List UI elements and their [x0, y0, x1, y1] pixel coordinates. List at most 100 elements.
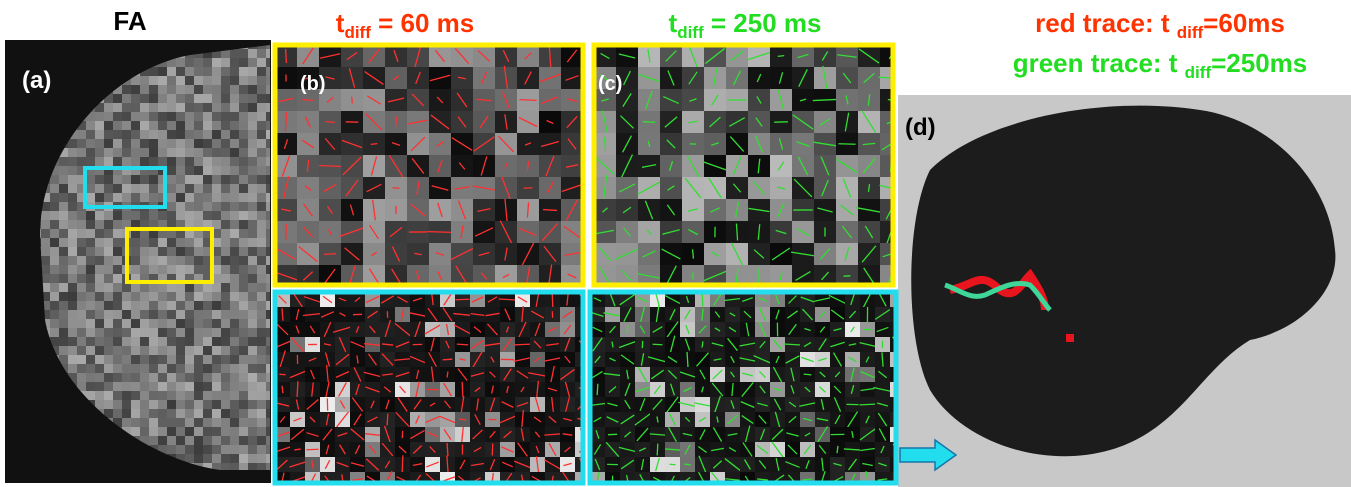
pixel — [185, 202, 195, 212]
pixel — [50, 328, 60, 338]
pixel — [203, 364, 213, 374]
pixel — [149, 130, 159, 140]
pixel — [194, 256, 204, 266]
pixel — [149, 391, 159, 401]
pixel — [176, 265, 186, 275]
pixel — [131, 193, 141, 203]
pixel — [95, 274, 105, 284]
pixel — [140, 256, 150, 266]
pixel — [185, 184, 195, 194]
vector — [838, 144, 855, 145]
pixel — [212, 319, 222, 329]
pixel — [212, 157, 222, 167]
pixel — [113, 157, 123, 167]
pixel — [185, 85, 195, 95]
pixel — [239, 148, 249, 158]
pixel — [221, 139, 231, 149]
vector — [297, 381, 298, 398]
pixel — [212, 67, 222, 77]
pixel — [221, 445, 231, 455]
pixel — [239, 373, 249, 383]
pixel — [113, 193, 123, 203]
pixel — [257, 130, 267, 140]
pixel — [239, 256, 249, 266]
pixel — [77, 274, 87, 284]
pixel — [176, 157, 186, 167]
pixel — [230, 49, 240, 59]
vector — [324, 254, 336, 255]
pixel — [59, 256, 69, 266]
pixel — [203, 76, 213, 86]
pixel — [194, 283, 204, 293]
pixel — [104, 103, 114, 113]
pixel — [221, 130, 231, 140]
pixel — [131, 112, 141, 122]
pixel — [212, 283, 222, 293]
vector — [597, 384, 598, 395]
figure: FA tdiff = 60 ms tdiff = 250 ms red trac… — [0, 0, 1351, 487]
pixel — [50, 256, 60, 266]
pixel — [122, 355, 132, 365]
pixel — [176, 238, 186, 248]
pixel — [167, 409, 177, 419]
pixel — [104, 310, 114, 320]
pixel — [158, 418, 168, 428]
pixel — [86, 382, 96, 392]
pixel — [248, 85, 258, 95]
pixel — [176, 292, 186, 302]
pixel — [149, 436, 159, 446]
pixel — [86, 319, 96, 329]
pixel — [113, 238, 123, 248]
pixel — [185, 265, 195, 275]
pixel — [239, 310, 249, 320]
pixel — [257, 301, 267, 311]
pixel — [167, 121, 177, 131]
pixel — [158, 76, 168, 86]
pixel — [113, 283, 123, 293]
pixel — [230, 94, 240, 104]
pixel — [248, 400, 258, 410]
pixel — [257, 283, 267, 293]
pixel — [248, 265, 258, 275]
pixel — [113, 337, 123, 347]
pixel — [68, 364, 78, 374]
pixel — [239, 202, 249, 212]
pixel — [104, 355, 114, 365]
pixel — [131, 121, 141, 131]
pixel — [257, 211, 267, 221]
pixel — [86, 337, 96, 347]
pixel — [221, 220, 231, 230]
pixel — [158, 139, 168, 149]
pixel — [248, 148, 258, 158]
pixel — [149, 319, 159, 329]
pixel — [230, 427, 240, 437]
pixel — [248, 76, 258, 86]
pixel — [212, 409, 222, 419]
pixel — [140, 409, 150, 419]
pixel — [194, 391, 204, 401]
pixel — [68, 238, 78, 248]
pixel — [230, 220, 240, 230]
pixel — [176, 76, 186, 86]
pixel — [113, 328, 123, 338]
pixel — [86, 184, 96, 194]
pixel — [122, 211, 132, 221]
pixel — [86, 283, 96, 293]
pixel — [149, 67, 159, 77]
pixel — [77, 373, 87, 383]
pixel — [104, 112, 114, 122]
pixel — [104, 328, 114, 338]
vector — [396, 117, 397, 128]
vector — [657, 444, 658, 456]
pixel — [194, 202, 204, 212]
pixel — [176, 409, 186, 419]
pixel — [221, 193, 231, 203]
pixel — [158, 67, 168, 77]
pixel — [239, 67, 249, 77]
pixel — [131, 148, 141, 158]
pixel — [194, 148, 204, 158]
pixel — [176, 112, 186, 122]
pixel — [167, 184, 177, 194]
pixel — [257, 319, 267, 329]
pixel — [257, 94, 267, 104]
